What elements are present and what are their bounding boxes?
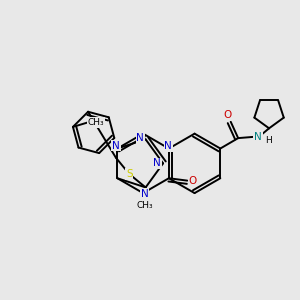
Text: CH₃: CH₃ xyxy=(88,118,104,127)
Text: N: N xyxy=(164,141,172,151)
Text: H: H xyxy=(266,136,272,145)
Text: N: N xyxy=(141,189,148,199)
Text: O: O xyxy=(224,110,232,120)
Text: N: N xyxy=(254,132,262,142)
Text: N: N xyxy=(153,158,161,168)
Text: CH₃: CH₃ xyxy=(136,201,153,210)
Text: N: N xyxy=(112,140,120,151)
Text: N: N xyxy=(136,133,144,143)
Text: S: S xyxy=(126,169,133,179)
Text: O: O xyxy=(188,176,197,186)
